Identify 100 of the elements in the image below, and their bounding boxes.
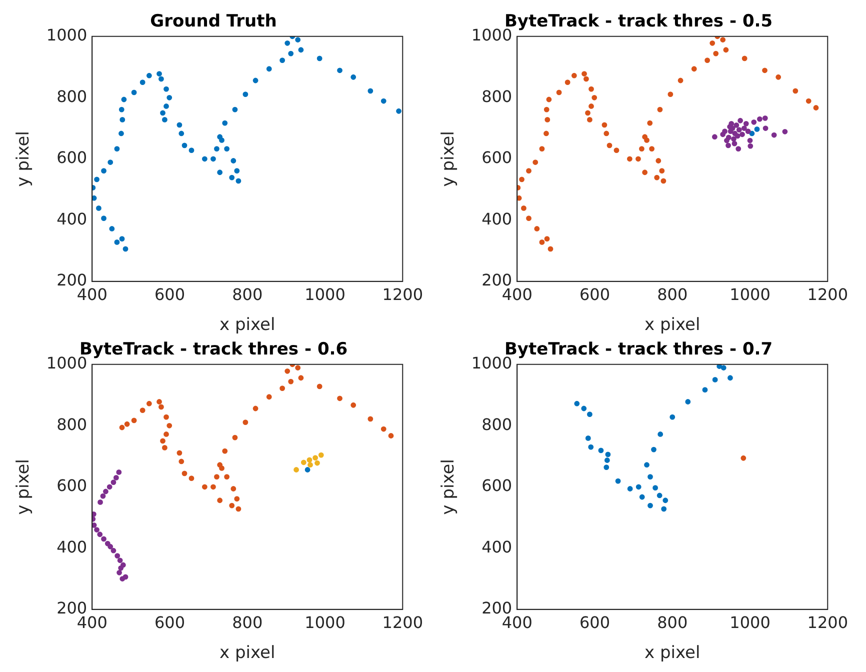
x-tick-label: 800: [232, 613, 263, 632]
point: [92, 195, 97, 201]
y-axis-title: y pixel: [438, 131, 459, 187]
point: [306, 457, 312, 463]
point: [691, 66, 697, 72]
point: [762, 115, 768, 121]
point: [582, 71, 587, 76]
point: [388, 433, 394, 438]
point: [202, 484, 208, 490]
point: [757, 116, 762, 122]
y-axis-title: y pixel: [14, 131, 34, 187]
point: [726, 142, 731, 148]
point: [217, 462, 223, 468]
point: [182, 142, 188, 148]
point: [548, 246, 554, 252]
point: [604, 458, 610, 463]
point: [131, 90, 137, 96]
x-tick-label: 1000: [730, 613, 770, 632]
point: [606, 142, 612, 148]
point: [713, 50, 719, 56]
point: [222, 120, 228, 126]
point: [156, 71, 162, 76]
point: [119, 236, 125, 242]
point: [210, 156, 216, 162]
y-tick-label: 600: [482, 148, 512, 168]
x-tick-label: 600: [579, 285, 610, 304]
x-axis-title: x pixel: [220, 315, 276, 336]
x-axis-title: x pixel: [644, 643, 700, 664]
point: [519, 176, 524, 182]
point: [668, 92, 674, 97]
point: [588, 444, 594, 450]
point: [771, 132, 777, 138]
point: [119, 424, 125, 430]
point: [318, 452, 324, 458]
point: [312, 455, 318, 461]
point: [116, 570, 122, 576]
y-tick-label: 400: [56, 209, 88, 228]
point: [806, 98, 812, 104]
x-tick-label: 1200: [807, 613, 848, 632]
point: [116, 470, 122, 475]
point: [368, 416, 374, 422]
point: [164, 432, 169, 437]
x-tick-label: 1200: [382, 613, 423, 632]
point: [118, 106, 124, 112]
point: [122, 246, 128, 252]
point: [742, 56, 748, 62]
point: [120, 117, 126, 122]
point: [544, 106, 550, 112]
point: [236, 506, 242, 512]
point: [526, 216, 532, 222]
point: [396, 108, 402, 114]
x-tick-label: 1200: [382, 285, 423, 304]
point: [648, 474, 653, 480]
x-tick-label: 800: [232, 285, 263, 304]
point: [110, 480, 116, 486]
point: [658, 432, 664, 437]
point: [736, 146, 742, 152]
point: [217, 170, 223, 176]
y-tick-label: 400: [482, 209, 512, 228]
point: [266, 394, 272, 400]
x-tick-label: 400: [76, 285, 108, 304]
point: [298, 47, 304, 53]
point: [670, 414, 676, 420]
point: [300, 460, 306, 466]
point: [284, 368, 290, 374]
point: [164, 104, 169, 109]
x-tick-label: 600: [154, 613, 186, 632]
point: [648, 502, 653, 508]
point: [100, 493, 106, 499]
point: [234, 168, 240, 174]
y-tick-label: 800: [56, 86, 88, 106]
point: [242, 92, 248, 97]
point: [720, 365, 726, 370]
point: [636, 484, 642, 490]
point: [517, 195, 522, 201]
point: [98, 500, 103, 505]
point: [224, 474, 230, 480]
point: [108, 544, 114, 550]
y-tick-label: 600: [56, 476, 88, 496]
point: [651, 446, 656, 452]
point: [232, 434, 238, 440]
x-axis-title: x pixel: [644, 315, 700, 336]
point: [571, 72, 577, 78]
point: [604, 464, 610, 470]
point: [716, 364, 722, 369]
point: [526, 168, 532, 174]
y-axis-title: y pixel: [438, 459, 459, 515]
point: [598, 448, 604, 454]
point: [304, 467, 310, 472]
chart-title: Ground Truth: [150, 12, 277, 32]
x-tick-label: 1200: [807, 285, 848, 304]
point: [749, 130, 755, 136]
point: [110, 548, 116, 554]
point: [140, 80, 146, 86]
point: [178, 130, 184, 136]
point: [337, 68, 342, 74]
point: [652, 485, 658, 491]
point: [164, 414, 169, 420]
point: [656, 492, 662, 498]
point: [639, 146, 644, 152]
